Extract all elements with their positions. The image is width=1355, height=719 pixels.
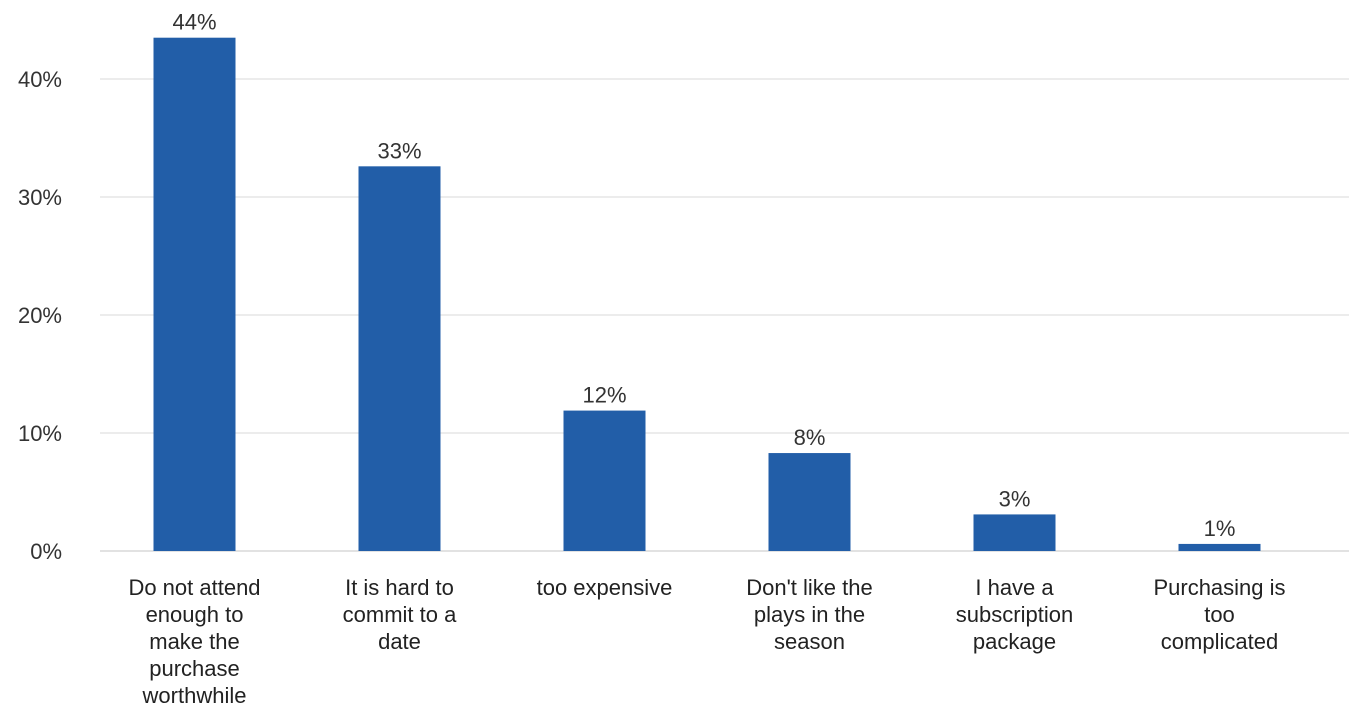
bar-6 <box>1178 543 1261 551</box>
y-tick-label: 20% <box>18 303 62 328</box>
category-labels: Do not attend enough to make the purchase wo… <box>128 575 1285 708</box>
y-tick-label: 0% <box>30 539 62 564</box>
category-label-line: Do not attend <box>128 575 260 600</box>
data-labels: 44% 33% 12% 8% 3% 1% <box>172 10 1235 541</box>
category-label-line: worthwhile <box>142 683 247 708</box>
category-label: Purchasing is too complicated <box>1153 575 1285 654</box>
data-label: 3% <box>999 486 1031 511</box>
category-label-line: commit to a <box>343 602 457 627</box>
category-label-line: Don't like the <box>746 575 873 600</box>
data-label: 33% <box>377 138 421 163</box>
data-label: 8% <box>794 425 826 450</box>
bar-2 <box>358 166 441 551</box>
category-label-line: plays in the <box>754 602 865 627</box>
category-label: Don't like the plays in the season <box>746 575 873 654</box>
category-label: too expensive <box>537 575 673 600</box>
bar-5 <box>973 514 1056 551</box>
data-label: 1% <box>1204 516 1236 541</box>
data-label: 44% <box>172 10 216 35</box>
category-label-line: purchase <box>149 656 240 681</box>
category-label-line: subscription <box>956 602 1073 627</box>
category-label-line: season <box>774 629 845 654</box>
bar-3 <box>563 410 646 551</box>
category-label-line: package <box>973 629 1056 654</box>
category-label-line: too <box>1204 602 1235 627</box>
category-label-line: make the <box>149 629 240 654</box>
gridlines <box>100 78 1349 552</box>
y-tick-label: 30% <box>18 185 62 210</box>
bar-4 <box>768 453 851 551</box>
category-label-line: date <box>378 629 421 654</box>
category-label: It is hard to commit to a date <box>343 575 457 654</box>
bars <box>153 37 1261 551</box>
category-label: I have a subscription package <box>956 575 1073 654</box>
y-tick-label: 40% <box>18 67 62 92</box>
category-label-line: It is hard to <box>345 575 454 600</box>
y-axis-ticks: 0% 10% 20% 30% 40% <box>18 67 62 564</box>
category-label-line: enough to <box>146 602 244 627</box>
category-label-line: Purchasing is <box>1153 575 1285 600</box>
category-label-line: complicated <box>1161 629 1278 654</box>
y-tick-label: 10% <box>18 421 62 446</box>
category-label-line: I have a <box>975 575 1054 600</box>
category-label: Do not attend enough to make the purchase wo… <box>128 575 260 708</box>
data-label: 12% <box>582 383 626 408</box>
category-label-line: too expensive <box>537 575 673 600</box>
bar-1 <box>153 37 236 551</box>
